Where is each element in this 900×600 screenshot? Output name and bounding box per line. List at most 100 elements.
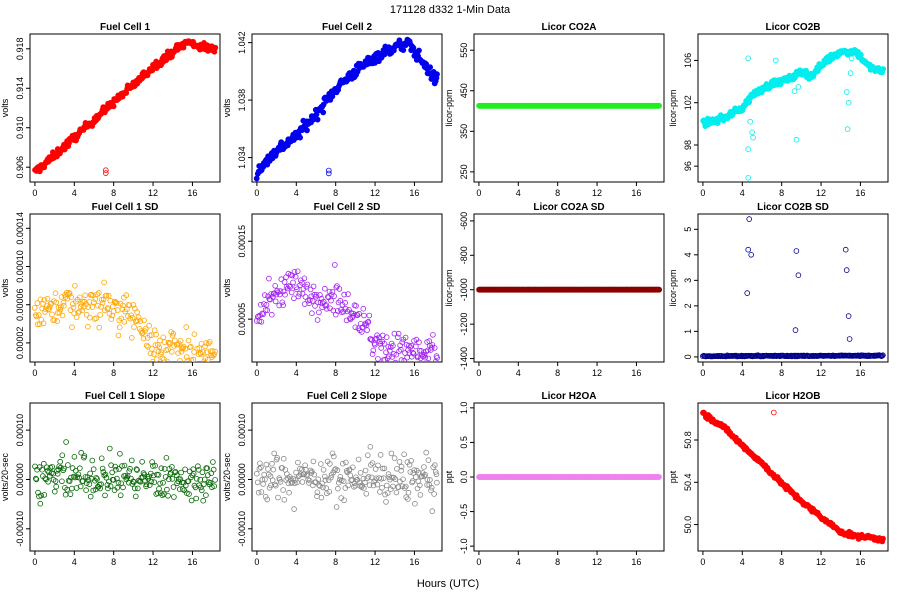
data-point <box>146 482 153 489</box>
data-point <box>120 302 126 309</box>
data-point <box>275 494 281 501</box>
data-point <box>379 484 385 491</box>
data-point <box>421 464 427 470</box>
y-tick-label: 50.0 <box>683 516 693 534</box>
data-point <box>383 482 390 489</box>
data-point <box>163 383 168 388</box>
data-point <box>51 317 58 323</box>
data-point <box>188 343 194 350</box>
data-point <box>77 465 83 472</box>
data-point <box>132 485 138 492</box>
data-point <box>93 315 99 322</box>
data-point <box>405 496 411 502</box>
data-point <box>184 357 191 362</box>
data-point <box>178 469 184 476</box>
x-tick-label: 8 <box>333 368 338 378</box>
outlier-point <box>843 267 850 273</box>
data-point <box>427 477 433 483</box>
data-point <box>356 479 363 486</box>
data-point <box>314 489 321 496</box>
data-point <box>212 44 219 51</box>
data-point <box>97 312 103 318</box>
y-tick-label: 0.00000 <box>237 463 247 496</box>
data-point <box>295 293 302 300</box>
y-tick-label: 0.00005 <box>237 303 247 336</box>
data-point <box>126 302 133 309</box>
data-point <box>272 481 278 488</box>
data-point <box>413 343 419 350</box>
data-point <box>83 487 89 494</box>
data-point <box>160 334 167 341</box>
data-point <box>85 323 91 330</box>
data-point <box>137 318 144 325</box>
chart-panel: Licor CO2B licor-ppm 0 4 8 12 16 96 98 102 106 <box>668 22 889 198</box>
x-tick-label: 0 <box>700 188 705 198</box>
data-point <box>188 497 195 504</box>
data-point <box>408 353 415 360</box>
x-tick-label: 12 <box>148 557 158 567</box>
data-point <box>211 483 218 490</box>
data-point <box>255 489 262 496</box>
data-point <box>401 485 408 491</box>
y-tick-label: -1.0 <box>459 538 469 554</box>
data-point <box>283 274 289 280</box>
data-point <box>263 461 270 468</box>
x-tick-label: 12 <box>370 557 380 567</box>
chart-panel: Licor H2OA ppt 0 4 8 12 16 -1.0 -0.5 0.0 0.5 1.0 <box>444 391 665 567</box>
data-point <box>360 485 367 492</box>
data-point <box>182 363 187 368</box>
data-point <box>130 478 137 485</box>
data-point <box>364 452 371 459</box>
data-point <box>424 482 430 488</box>
data-point <box>103 474 110 481</box>
data-point <box>398 357 405 362</box>
data-points <box>476 286 662 293</box>
y-tick-label: -0.00010 <box>237 511 247 547</box>
y-axis-label: volts/20-sec <box>0 452 10 501</box>
outlier-point <box>772 57 779 64</box>
data-point <box>57 306 63 313</box>
outlier-point <box>745 146 751 153</box>
data-point <box>323 302 330 308</box>
data-point <box>381 465 388 472</box>
data-point <box>430 331 436 338</box>
data-point <box>140 470 147 476</box>
data-point <box>880 352 886 359</box>
data-point <box>70 304 77 311</box>
data-point <box>127 315 133 322</box>
data-point <box>118 315 124 322</box>
data-point <box>113 299 119 305</box>
data-point <box>82 292 88 299</box>
x-tick-label: 16 <box>187 188 197 198</box>
data-point <box>253 470 260 477</box>
y-tick-label: 0.00002 <box>15 327 25 360</box>
data-point <box>306 297 313 303</box>
chart-panel: Fuel Cell 1 Slope volts/20-sec 0 4 8 12 16 -0.0… <box>0 391 221 567</box>
data-point <box>408 457 414 464</box>
data-point <box>427 342 433 349</box>
data-point <box>139 458 145 465</box>
data-point <box>395 484 402 490</box>
outlier-point <box>846 336 853 342</box>
data-point <box>433 471 440 478</box>
data-point <box>41 297 47 303</box>
data-point <box>143 481 150 488</box>
data-point <box>262 476 268 483</box>
data-point <box>98 481 104 488</box>
plot-frame <box>697 402 889 552</box>
data-point <box>185 337 192 344</box>
y-tick-label: 1.038 <box>237 89 247 112</box>
data-point <box>199 469 206 476</box>
data-point <box>40 320 47 327</box>
x-tick-label: 8 <box>111 557 116 567</box>
data-point <box>200 349 206 356</box>
data-point <box>121 318 128 325</box>
data-point <box>316 309 322 316</box>
data-point <box>402 483 409 490</box>
data-point <box>151 351 157 357</box>
outlier-point <box>744 290 750 296</box>
x-axis-label: Hours (UTC) <box>417 578 479 590</box>
data-point <box>89 457 96 464</box>
data-point <box>425 457 432 464</box>
